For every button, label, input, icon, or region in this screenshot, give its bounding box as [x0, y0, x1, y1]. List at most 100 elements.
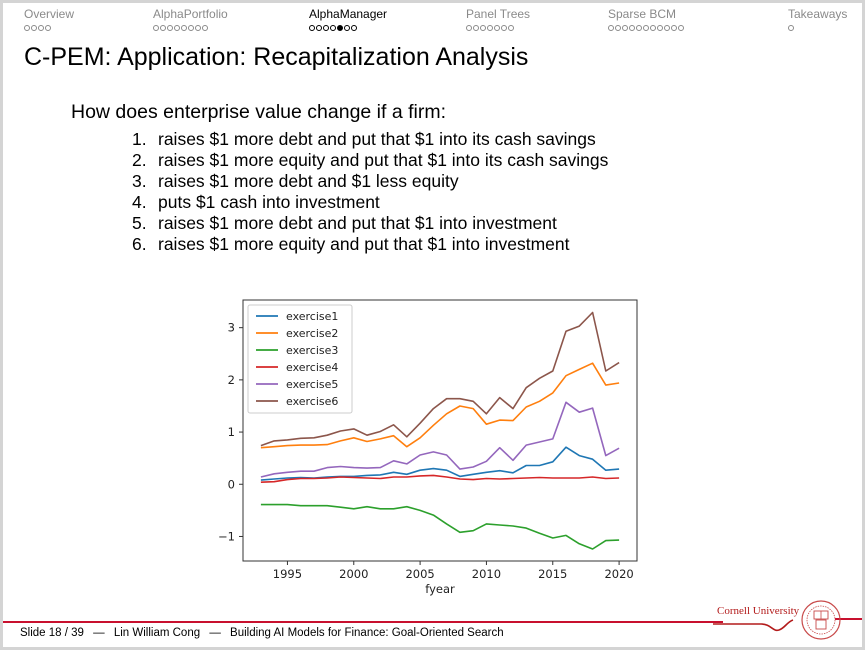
item-text: puts $1 cash into investment — [158, 192, 380, 212]
frame-dot-icon[interactable] — [678, 25, 684, 31]
item-number: 1. — [132, 129, 147, 149]
nav-section-label[interactable]: Takeaways — [788, 7, 848, 21]
frame-dot-icon[interactable] — [487, 25, 493, 31]
slide-number: Slide 18 / 39 — [20, 627, 84, 639]
legend-label: exercise2 — [286, 327, 338, 340]
legend-label: exercise1 — [286, 310, 338, 323]
footer-divider — [3, 621, 723, 623]
frame-dot-icon[interactable] — [323, 25, 329, 31]
legend-box — [247, 304, 353, 414]
exercise-list: 1. raises $1 more debt and put that $1 in… — [132, 129, 608, 255]
frame-dot-icon[interactable] — [188, 25, 194, 31]
frame-dot-icon[interactable] — [643, 25, 649, 31]
x-tick-label: 2020 — [604, 567, 633, 581]
frame-dot-icon[interactable] — [615, 25, 621, 31]
footer-separator: — — [93, 627, 105, 639]
item-text: raises $1 more equity and put that $1 in… — [158, 150, 609, 170]
x-tick-label: 2010 — [472, 567, 501, 581]
nav-frame-dots — [24, 22, 74, 34]
list-item: 6. raises $1 more equity and put that $1 … — [132, 234, 608, 255]
series-line-exercise2 — [260, 362, 620, 449]
series-line-exercise4 — [260, 474, 620, 483]
nav-section[interactable]: AlphaManager — [309, 8, 387, 34]
frame-dot-icon[interactable] — [466, 25, 472, 31]
frame-dot-icon[interactable] — [473, 25, 479, 31]
frame-dot-icon[interactable] — [622, 25, 628, 31]
item-number: 4. — [132, 192, 147, 212]
frame-dot-icon[interactable] — [153, 25, 159, 31]
nav-section-label[interactable]: AlphaManager — [309, 7, 388, 21]
item-text: raises $1 more debt and put that $1 into… — [158, 213, 557, 233]
nav-section[interactable]: Sparse BCM — [608, 8, 685, 34]
frame-dot-icon[interactable] — [657, 25, 663, 31]
slide: Overview AlphaPortfolio AlphaManager Panel … — [3, 3, 862, 647]
nav-section[interactable]: Overview — [24, 8, 74, 34]
plot-frame — [242, 299, 638, 562]
frame-dot-icon[interactable] — [788, 25, 794, 31]
frame-dot-icon[interactable] — [330, 25, 336, 31]
frame-dot-icon[interactable] — [195, 25, 201, 31]
nav-section[interactable]: Takeaways — [788, 8, 847, 34]
footer-divider-right — [835, 618, 862, 620]
frame-dot-icon[interactable] — [31, 25, 37, 31]
nav-frame-dots — [608, 22, 685, 34]
item-number: 2. — [132, 150, 147, 170]
nav-frame-dots — [788, 22, 847, 34]
frame-dot-icon[interactable] — [181, 25, 187, 31]
frame-dot-icon[interactable] — [316, 25, 322, 31]
frame-dot-icon[interactable] — [309, 25, 315, 31]
legend-label: exercise5 — [286, 378, 338, 391]
frame-dot-icon[interactable] — [494, 25, 500, 31]
frame-dot-icon[interactable] — [45, 25, 51, 31]
legend-label: exercise3 — [286, 344, 338, 357]
item-text: raises $1 more debt and put that $1 into… — [158, 129, 596, 149]
frame-dot-icon[interactable] — [664, 25, 670, 31]
frame-dot-icon[interactable] — [202, 25, 208, 31]
logo-text: Cornell University — [717, 605, 800, 617]
x-tick-label: 2005 — [405, 567, 434, 581]
frame-dot-icon[interactable] — [351, 25, 357, 31]
frame-dot-icon[interactable] — [608, 25, 614, 31]
nav-section-label[interactable]: Panel Trees — [466, 7, 531, 21]
item-number: 6. — [132, 234, 147, 254]
item-text: raises $1 more equity and put that $1 in… — [158, 234, 570, 254]
frame-dot-icon[interactable] — [160, 25, 166, 31]
cornell-logo: Cornell University — [713, 598, 863, 643]
frame-dot-icon[interactable] — [38, 25, 44, 31]
talk-title: Building AI Models for Finance: Goal-Ori… — [230, 627, 504, 639]
frame-dot-icon[interactable] — [650, 25, 656, 31]
nav-section-label[interactable]: Overview — [24, 7, 75, 21]
nav-section[interactable]: Panel Trees — [466, 8, 530, 34]
frame-dot-icon[interactable] — [501, 25, 507, 31]
x-tick-label: 1995 — [273, 567, 302, 581]
series-line-exercise1 — [260, 446, 620, 481]
x-tick-label: 2000 — [339, 567, 368, 581]
nav-section-label[interactable]: Sparse BCM — [608, 7, 677, 21]
frame-dot-icon[interactable] — [508, 25, 514, 31]
frame-dot-icon[interactable] — [344, 25, 350, 31]
frame-dot-icon[interactable] — [636, 25, 642, 31]
item-text: raises $1 more debt and $1 less equity — [158, 171, 459, 191]
series-line-exercise5 — [260, 401, 620, 478]
slide-title: C-PEM: Application: Recapitalization Ana… — [24, 43, 529, 71]
frame-dot-icon[interactable] — [480, 25, 486, 31]
frame-dot-icon[interactable] — [24, 25, 30, 31]
frame-dot-icon[interactable] — [671, 25, 677, 31]
slide-question: How does enterprise value change if a fi… — [71, 101, 447, 123]
current-frame-dot-icon[interactable] — [337, 25, 343, 31]
nav-section-label[interactable]: AlphaPortfolio — [153, 7, 228, 21]
frame-dot-icon[interactable] — [174, 25, 180, 31]
section-navigation: Overview AlphaPortfolio AlphaManager Panel … — [3, 6, 862, 38]
x-tick-label: 2015 — [538, 567, 567, 581]
nav-frame-dots — [466, 22, 530, 34]
list-item: 1. raises $1 more debt and put that $1 in… — [132, 129, 608, 150]
y-tick-label: 1 — [228, 425, 235, 439]
frame-dot-icon[interactable] — [629, 25, 635, 31]
nav-frame-dots — [153, 22, 228, 34]
footer-separator: — — [209, 627, 221, 639]
nav-section[interactable]: AlphaPortfolio — [153, 8, 228, 34]
y-tick-label: 3 — [228, 321, 235, 335]
frame-dot-icon[interactable] — [167, 25, 173, 31]
cornell-seal-icon — [713, 600, 841, 640]
nav-frame-dots — [309, 22, 387, 34]
